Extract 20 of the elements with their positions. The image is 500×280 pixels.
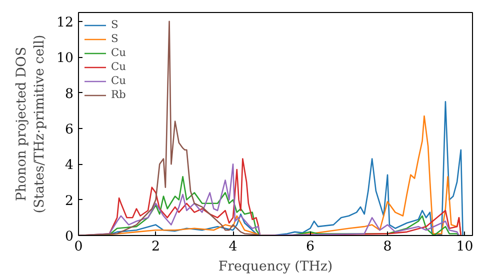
legend-label: Cu	[111, 60, 128, 73]
y-axis-title: Phonon projected DOS (States/THz·primitive cell)	[14, 34, 48, 214]
x-axis-title: Frequency (THz)	[218, 260, 333, 274]
x-tick-label: 4	[228, 240, 238, 254]
x-tick-label: 2	[152, 240, 160, 254]
y-tick-label: 10	[56, 51, 74, 66]
legend-label: Rb	[111, 88, 127, 101]
legend-label: S	[111, 32, 120, 45]
y-tick-label: 0	[65, 230, 74, 244]
y-tick-label: 6	[65, 122, 74, 138]
legend-label: Cu	[111, 74, 128, 87]
y-tick-label: 2	[65, 194, 74, 209]
x-tick-label: 8	[383, 240, 392, 254]
y-tick-label: 8	[65, 86, 74, 102]
x-tick-label: 10	[456, 240, 474, 254]
y-tick-label: 12	[56, 15, 74, 30]
legend-label: S	[111, 18, 120, 31]
legend-label: Cu	[111, 46, 128, 59]
x-tick-label: 6	[306, 240, 315, 254]
y-tick-label: 4	[65, 158, 74, 174]
